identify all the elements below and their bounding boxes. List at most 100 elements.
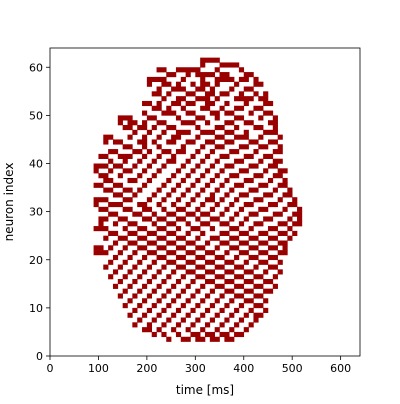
spike-cell (142, 134, 148, 140)
spike-cell (175, 293, 182, 299)
spike-cell (175, 149, 186, 155)
spike-cell (171, 312, 177, 318)
spike-cell (171, 327, 177, 333)
spike-cell (93, 163, 109, 169)
spike-cell (205, 120, 211, 126)
spike-cell (287, 226, 293, 232)
spike-cell (209, 86, 215, 92)
spike-cell (248, 254, 259, 261)
x-tick-label: 300 (185, 362, 206, 375)
spike-cell (287, 202, 298, 208)
spike-cell (156, 134, 162, 140)
spike-cell (224, 317, 230, 323)
spike-cell (248, 163, 259, 169)
spike-cell (200, 230, 206, 236)
spike-cell (137, 245, 148, 251)
spike-cell (200, 298, 206, 304)
spike-cell (175, 235, 186, 241)
spike-cell (238, 67, 245, 73)
spike-cell (137, 274, 143, 280)
spike-cell (166, 158, 177, 164)
spike-cell (180, 163, 186, 169)
spike-cell (137, 173, 143, 179)
spike-cell (108, 245, 114, 251)
spike-cell (185, 327, 191, 333)
spike-cell (229, 327, 235, 333)
spike-cell (200, 187, 206, 193)
spike-cell (267, 254, 278, 261)
spike-cell (122, 226, 128, 232)
spike-cell (248, 307, 254, 313)
spike-cell (205, 250, 215, 256)
spike-cell (98, 216, 109, 222)
spike-cell (175, 67, 201, 73)
spike-cell (132, 163, 138, 169)
spike-cell (166, 288, 172, 294)
spike-cell (224, 303, 230, 309)
spike-cell (229, 312, 235, 318)
spike-cell (117, 293, 123, 299)
spike-cell (297, 206, 303, 212)
spike-cell (166, 192, 172, 198)
spike-cell (112, 139, 123, 145)
spike-cell (205, 259, 215, 265)
spike-cell (185, 187, 191, 193)
spike-cell (132, 293, 138, 299)
spike-cell (195, 317, 201, 323)
spike-cell (253, 317, 259, 323)
spike-cell (209, 336, 220, 342)
spike-cell (243, 216, 249, 222)
spike-cell (195, 163, 201, 169)
spike-cell (263, 100, 274, 107)
spike-cell (263, 153, 274, 159)
spike-cell (142, 327, 153, 333)
spike-cell (127, 120, 138, 126)
spike-cell (161, 279, 167, 285)
spike-cell (137, 235, 148, 241)
spike-cell (93, 250, 109, 256)
spike-cell (205, 279, 215, 285)
spike-cell (171, 298, 177, 304)
spike-cell (161, 149, 172, 155)
spike-cell (161, 163, 167, 169)
spike-cell (156, 187, 162, 193)
spike-cell (166, 317, 172, 323)
spike-cell (248, 226, 254, 232)
spike-cell (156, 153, 162, 159)
spike-cell (137, 125, 148, 131)
spike-cell (117, 216, 128, 222)
spike-cell (214, 158, 220, 164)
spike-cell (151, 288, 157, 294)
spike-cell (243, 153, 254, 159)
spike-cell (277, 144, 283, 150)
spike-cell (156, 226, 167, 232)
spike-cell (238, 206, 245, 212)
spike-cell (243, 202, 254, 208)
spike-cell (219, 211, 225, 217)
spike-cell (161, 206, 167, 212)
spike-cell (282, 206, 288, 212)
spike-cell (190, 168, 196, 174)
spike-cell (175, 96, 186, 102)
spike-cell (137, 288, 143, 294)
spike-cell (258, 144, 269, 150)
spike-cell (224, 336, 235, 342)
spike-cell (156, 298, 162, 304)
spike-cell (103, 187, 114, 193)
spike-cell (243, 120, 254, 126)
spike-cell (263, 269, 269, 275)
spike-cell (214, 125, 225, 131)
spike-cell (195, 149, 201, 155)
spike-cell (258, 230, 269, 236)
spike-cell (200, 144, 206, 150)
spike-cell (93, 245, 104, 251)
spike-cell (263, 279, 274, 285)
spike-cell (175, 322, 182, 328)
spike-cell (190, 81, 196, 87)
spike-cell (190, 153, 196, 159)
spike-cell (219, 153, 230, 159)
spike-cell (234, 283, 245, 289)
x-tick-label: 500 (282, 362, 303, 375)
spike-cell (234, 322, 240, 328)
spike-cell (209, 110, 220, 116)
